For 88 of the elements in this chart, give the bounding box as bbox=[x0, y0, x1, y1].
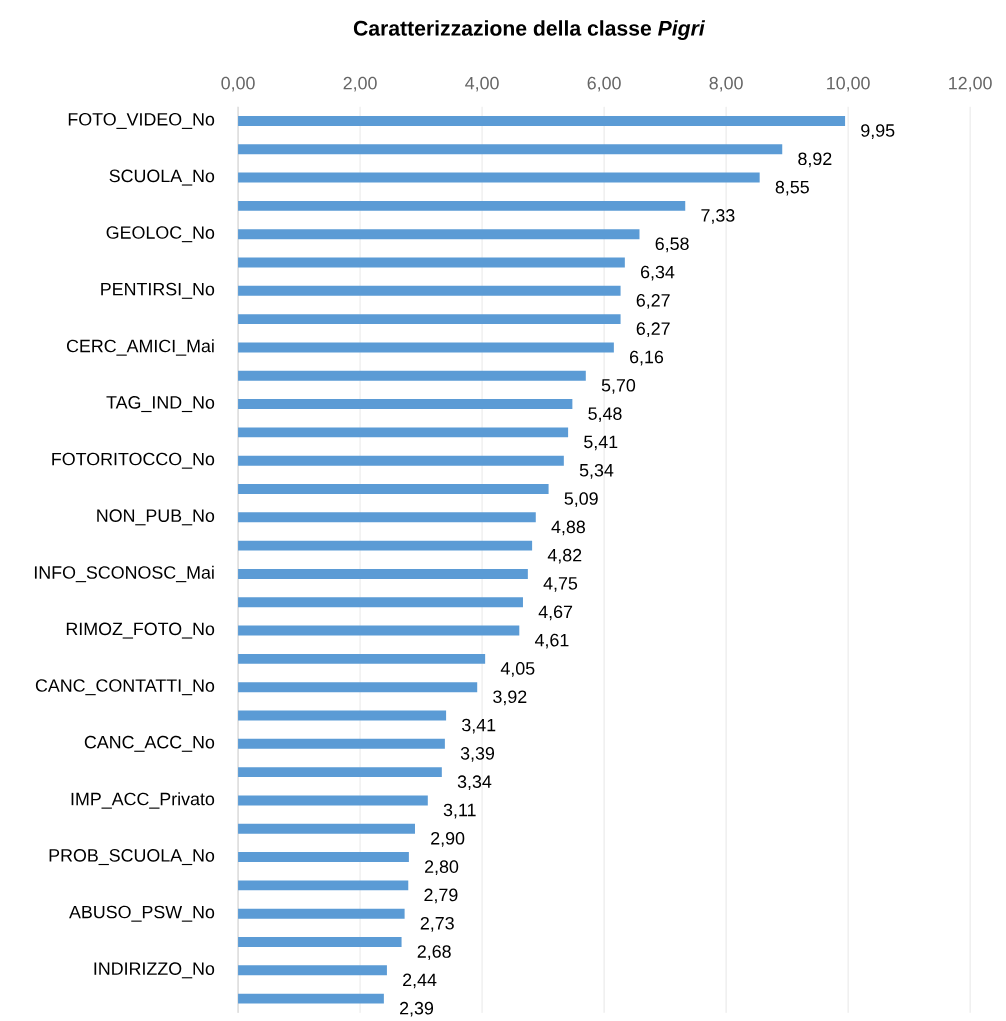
x-tick-label: 0,00 bbox=[221, 76, 255, 92]
bar bbox=[238, 653, 486, 664]
bar bbox=[238, 342, 614, 353]
data-label: 2,90 bbox=[431, 831, 465, 847]
x-tick-label: 8,00 bbox=[709, 76, 743, 92]
data-label: 5,34 bbox=[579, 463, 614, 479]
bar bbox=[238, 285, 621, 296]
data-label: 3,41 bbox=[462, 718, 496, 734]
bar bbox=[238, 738, 445, 749]
x-tick-label: 4,00 bbox=[465, 76, 499, 92]
data-label: 2,68 bbox=[417, 945, 451, 960]
data-label: 2,79 bbox=[424, 888, 458, 904]
y-tick-label: NON_PUB_No bbox=[97, 509, 215, 526]
y-tick-label: PENTIRSI_No bbox=[101, 282, 215, 299]
bar bbox=[238, 200, 686, 211]
y-tick-label: GEOLOC_No bbox=[106, 226, 215, 243]
bar bbox=[238, 314, 621, 325]
y-tick-label: RIMOZ_FOTO_No bbox=[66, 622, 215, 639]
data-label: 3,39 bbox=[460, 747, 495, 762]
data-label: 4,05 bbox=[500, 662, 535, 677]
data-label: 9,95 bbox=[861, 124, 895, 139]
data-label: 6,34 bbox=[641, 265, 675, 281]
y-tick-label: INFO_SCONOSC_Mai bbox=[35, 565, 214, 583]
y-tick-label: PROB_SCUOLA_No bbox=[49, 849, 215, 866]
bar bbox=[238, 399, 573, 410]
bar bbox=[238, 427, 569, 438]
x-tick-label: 2,00 bbox=[343, 76, 377, 92]
bar bbox=[238, 257, 625, 268]
data-label: 6,58 bbox=[655, 237, 689, 253]
data-label: 8,92 bbox=[798, 152, 832, 168]
x-tick-label: 6,00 bbox=[587, 76, 621, 92]
bar bbox=[238, 172, 760, 183]
data-label: 3,92 bbox=[493, 690, 527, 706]
data-label: 5,48 bbox=[588, 407, 622, 423]
data-label: 6,27 bbox=[636, 294, 670, 309]
bar bbox=[238, 455, 564, 466]
y-tick-label: FOTO_VIDEO_No bbox=[68, 112, 215, 129]
data-label: 6,27 bbox=[636, 322, 670, 338]
data-label: 5,41 bbox=[584, 435, 618, 451]
bar bbox=[238, 993, 384, 1004]
data-label: 4,61 bbox=[535, 633, 569, 649]
bar bbox=[238, 710, 447, 721]
bar bbox=[238, 682, 478, 693]
bar bbox=[238, 144, 783, 155]
y-tick-label: CANC_CONTATTI_No bbox=[35, 679, 215, 696]
data-label: 4,75 bbox=[543, 577, 578, 592]
y-tick-label: IMP_ACC_Privato bbox=[71, 792, 215, 809]
y-tick-label: CERC_AMICI_Mai bbox=[67, 339, 214, 356]
data-label: 2,73 bbox=[420, 916, 454, 932]
x-tick-label: 10,00 bbox=[827, 76, 870, 92]
data-label: 4,82 bbox=[547, 548, 582, 564]
bar bbox=[238, 767, 442, 778]
x-tick-label: 12,00 bbox=[949, 76, 992, 92]
data-label: 2,80 bbox=[425, 860, 459, 876]
data-label: 7,33 bbox=[701, 209, 735, 224]
y-tick-label: CANC_ACC_No bbox=[84, 735, 215, 752]
data-label: 3,11 bbox=[443, 803, 476, 819]
bar bbox=[238, 937, 402, 947]
bar bbox=[238, 484, 549, 494]
bar bbox=[238, 370, 586, 381]
bar bbox=[238, 512, 536, 523]
data-label: 5,09 bbox=[564, 492, 598, 507]
data-label: 6,16 bbox=[630, 350, 664, 366]
bar bbox=[238, 116, 846, 126]
y-tick-label: FOTORITOCCO_No bbox=[52, 452, 215, 469]
bar bbox=[238, 597, 524, 608]
bar bbox=[238, 908, 405, 919]
bar bbox=[238, 229, 640, 240]
y-tick-label: SCUOLA_No bbox=[109, 169, 215, 186]
data-label: 4,67 bbox=[538, 605, 573, 621]
bar bbox=[238, 823, 416, 834]
chart-title: Caratterizzazione della classe Pigri bbox=[353, 20, 706, 40]
y-tick-label: INDIRIZZO_No bbox=[94, 962, 215, 979]
y-tick-label: TAG_IND_No bbox=[106, 396, 215, 413]
y-tick-label: ABUSO_PSW_No bbox=[69, 905, 215, 922]
bar bbox=[238, 625, 520, 636]
data-label: 3,34 bbox=[457, 775, 492, 791]
bar bbox=[238, 852, 409, 863]
data-label: 2,44 bbox=[403, 973, 437, 989]
bar bbox=[238, 965, 387, 976]
bar bbox=[238, 540, 533, 551]
bar bbox=[238, 569, 528, 579]
data-label: 4,88 bbox=[551, 520, 586, 536]
data-label: 2,39 bbox=[400, 1001, 434, 1017]
bar bbox=[238, 880, 409, 891]
bar bbox=[238, 795, 428, 806]
data-label: 5,70 bbox=[601, 378, 636, 394]
data-label: 8,55 bbox=[775, 180, 810, 196]
